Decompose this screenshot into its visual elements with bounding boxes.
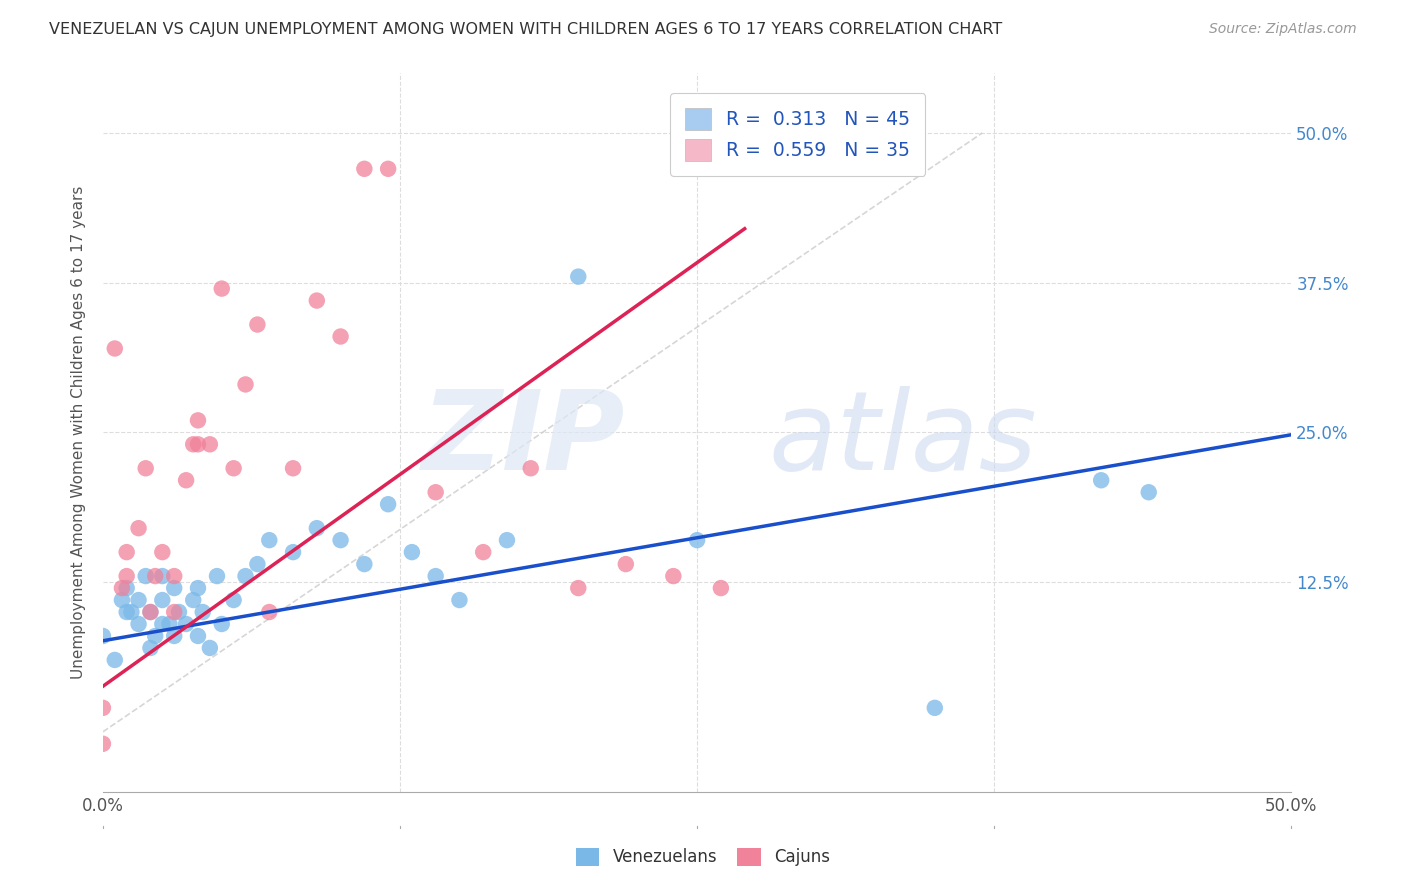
Point (198, 640, 221, 655)
Point (235, 569, 257, 583)
Point (181, 593, 204, 607)
Point (111, 581, 134, 595)
Point (353, 161, 375, 176)
Point (150, 569, 173, 583)
Point (281, 545, 304, 559)
Point (104, 342, 127, 356)
Text: atlas: atlas (769, 386, 1038, 493)
Point (174, 473, 197, 487)
Point (187, 413, 209, 427)
Point (211, 617, 233, 632)
Point (205, 569, 228, 583)
Point (91, 629, 114, 643)
Point (167, 605, 190, 619)
Point (139, 605, 162, 619)
Point (139, 640, 162, 655)
Text: VENEZUELAN VS CAJUN UNEMPLOYMENT AMONG WOMEN WITH CHILDREN AGES 6 TO 17 YEARS CO: VENEZUELAN VS CAJUN UNEMPLOYMENT AMONG W… (49, 22, 1002, 37)
Point (377, 497, 399, 511)
Point (329, 329, 352, 343)
Point (246, 318, 269, 332)
Point (710, 581, 733, 595)
Point (614, 557, 637, 571)
Point (187, 581, 209, 595)
Point (163, 629, 186, 643)
Point (662, 569, 685, 583)
Point (259, 605, 281, 619)
Point (567, 581, 589, 595)
Point (115, 605, 138, 619)
Point (281, 461, 304, 475)
Point (924, 701, 946, 715)
Point (305, 293, 328, 308)
Point (353, 557, 375, 571)
Point (115, 545, 138, 559)
Point (120, 605, 142, 619)
Point (1137, 485, 1160, 500)
Point (128, 521, 150, 535)
Point (159, 617, 181, 632)
Point (449, 593, 471, 607)
Point (135, 569, 157, 583)
Point (174, 617, 197, 632)
Point (163, 569, 186, 583)
Point (115, 569, 138, 583)
Point (235, 377, 257, 392)
Text: Source: ZipAtlas.com: Source: ZipAtlas.com (1209, 22, 1357, 37)
Point (143, 629, 166, 643)
Point (128, 617, 150, 632)
Point (187, 629, 209, 643)
Point (150, 617, 173, 632)
Point (163, 581, 186, 595)
Y-axis label: Unemployment Among Women with Children Ages 6 to 17 years: Unemployment Among Women with Children A… (72, 186, 86, 679)
Point (329, 533, 352, 548)
Point (496, 533, 519, 548)
Point (567, 269, 589, 284)
Point (111, 593, 134, 607)
Point (181, 437, 204, 451)
Point (519, 461, 541, 475)
Point (401, 545, 423, 559)
Point (115, 581, 138, 595)
Point (187, 437, 209, 451)
Point (472, 545, 495, 559)
Legend: R =  0.313   N = 45, R =  0.559   N = 35: R = 0.313 N = 45, R = 0.559 N = 35 (671, 93, 925, 176)
Point (150, 545, 173, 559)
Point (222, 593, 245, 607)
Point (150, 593, 173, 607)
Point (143, 569, 166, 583)
Point (163, 605, 186, 619)
Point (198, 437, 221, 451)
Point (377, 161, 399, 176)
Point (135, 461, 157, 475)
Point (686, 533, 709, 548)
Point (305, 521, 328, 535)
Point (128, 593, 150, 607)
Point (425, 569, 447, 583)
Point (191, 605, 214, 619)
Point (104, 653, 127, 667)
Text: ZIP: ZIP (422, 386, 626, 493)
Point (91, 737, 114, 751)
Point (1090, 473, 1112, 487)
Point (139, 605, 162, 619)
Point (425, 485, 447, 500)
Legend: Venezuelans, Cajuns: Venezuelans, Cajuns (569, 841, 837, 873)
Point (259, 533, 281, 548)
Point (91, 701, 114, 715)
Point (211, 282, 233, 296)
Point (222, 461, 245, 475)
Point (246, 557, 269, 571)
